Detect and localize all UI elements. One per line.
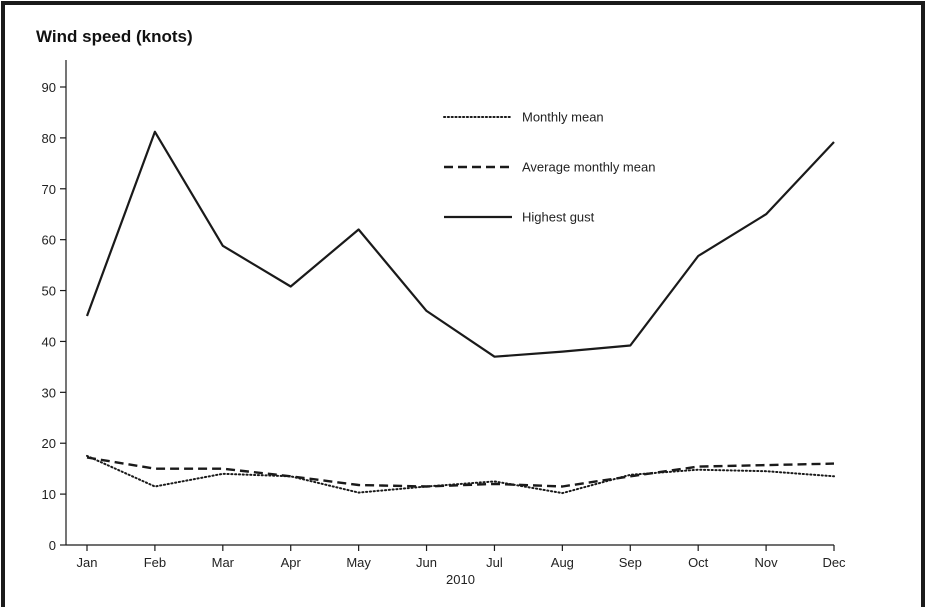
y-tick-label: 10 [42, 487, 56, 502]
y-tick-label: 90 [42, 80, 56, 95]
x-tick-label: Dec [822, 555, 846, 570]
x-tick-label: May [346, 555, 371, 570]
series-line-average-monthly-mean [86, 456, 835, 488]
y-tick-label: 20 [42, 436, 56, 451]
axes: 0 10 20 30 40 50 60 70 80 90 Jan Feb Mar Apr May Jun Jul… [42, 60, 846, 570]
y-tick-label: 40 [42, 334, 56, 349]
x-tick-label: Jan [77, 555, 98, 570]
x-tick-label: Jul [486, 555, 503, 570]
y-tick-label: 0 [49, 538, 56, 553]
x-tick-label: Feb [144, 555, 166, 570]
x-tick-label: Aug [551, 555, 574, 570]
x-tick-label: Nov [755, 555, 779, 570]
legend: Monthly mean Average monthly mean Highest … [443, 110, 655, 225]
x-axis-label: 2010 [446, 572, 475, 587]
y-tick-label: 70 [42, 182, 56, 197]
x-tick-label: Mar [212, 555, 235, 570]
y-tick-label: 50 [42, 284, 56, 299]
legend-label: Average monthly mean [522, 160, 655, 175]
x-tick-label: Sep [619, 555, 642, 570]
x-tick-label: Oct [688, 555, 709, 570]
chart-title: Wind speed (knots) [36, 27, 193, 46]
x-tick-label: Apr [281, 555, 302, 570]
y-tick-label: 30 [42, 385, 56, 400]
x-tick-label: Jun [416, 555, 437, 570]
y-tick-label: 80 [42, 131, 56, 146]
legend-label: Highest gust [522, 210, 595, 225]
y-tick-label: 60 [42, 233, 56, 248]
series-line-monthly-mean [86, 454, 835, 495]
series-layer [85, 130, 835, 495]
series-line-highest-gust [85, 130, 835, 358]
legend-label: Monthly mean [522, 110, 604, 125]
